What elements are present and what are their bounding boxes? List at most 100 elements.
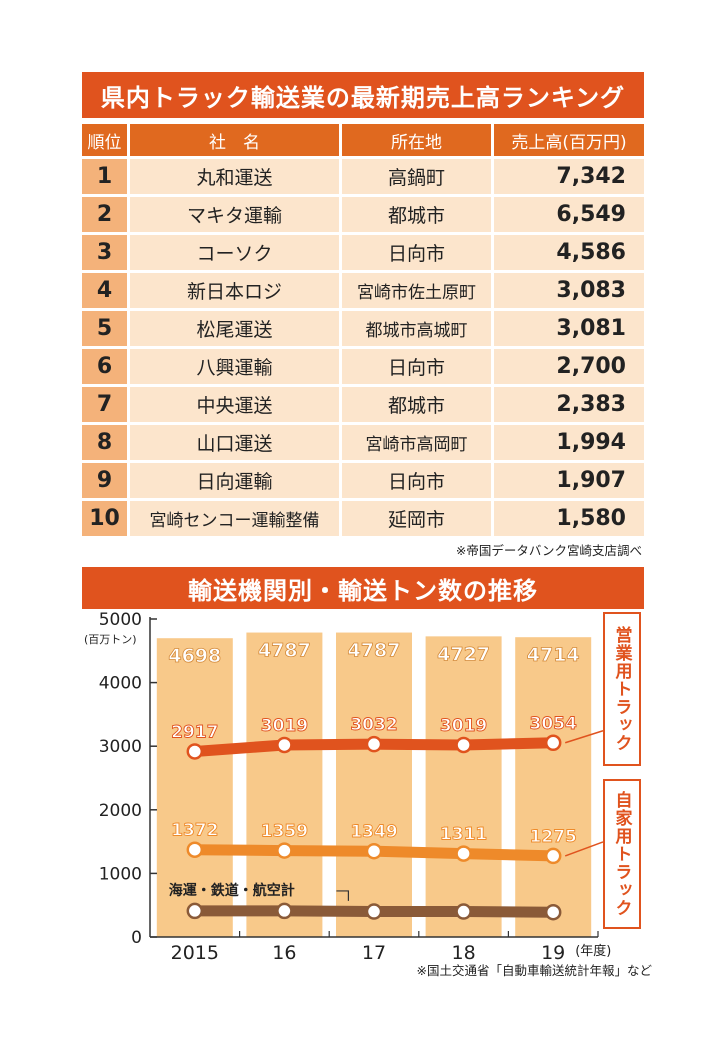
series-value-label: 3019: [261, 716, 308, 736]
x-tick-label: 16: [272, 942, 296, 964]
sales-cell: 3,081: [494, 311, 644, 346]
company-name-cell: 新日本ロジ: [130, 273, 342, 308]
x-axis-unit: (年度): [575, 943, 611, 959]
bar-total: [425, 636, 502, 937]
series-point: [276, 902, 293, 920]
ranking-row: 9 日向運輸 日向市 1,907: [82, 463, 644, 498]
series-point: [455, 845, 472, 862]
legend-commercial-truck: 営業用トラック: [603, 612, 641, 766]
ranking-header-row: 順位 社 名 所在地 売上高(百万円): [82, 124, 644, 156]
x-tick-label: 2015: [171, 942, 219, 964]
series-value-label: 3019: [440, 716, 487, 736]
rank-cell: 2: [82, 197, 130, 232]
rank-cell: 8: [82, 425, 130, 460]
series-point: [186, 902, 204, 920]
series-point: [455, 903, 472, 920]
x-tick-label: 18: [452, 942, 476, 964]
location-cell: 都城市高城町: [342, 311, 494, 346]
company-name-cell: 宮崎センコー運輸整備: [130, 501, 342, 536]
y-tick-label: 4000: [99, 674, 142, 694]
company-name-cell: コーソク: [130, 235, 342, 270]
rank-cell: 9: [82, 463, 130, 498]
ranking-row: 5 松尾運送 都城市高城町 3,081: [82, 311, 644, 346]
series-label-leader: [336, 890, 349, 901]
header-location: 所在地: [342, 124, 494, 156]
y-axis-unit: (百万トン): [84, 633, 137, 646]
bar-total-label: 4787: [258, 640, 311, 662]
ranking-title: 県内トラック輸送業の最新期売上高ランキング: [82, 72, 644, 118]
rank-cell: 3: [82, 235, 130, 270]
ranking-row: 2 マキタ運輸 都城市 6,549: [82, 197, 644, 232]
bar-total: [515, 637, 592, 937]
header-sales: 売上高(百万円): [494, 124, 644, 156]
series-value-label: 1359: [261, 822, 308, 842]
header-rank: 順位: [82, 124, 130, 156]
series-point: [365, 735, 383, 753]
location-cell: 高鍋町: [342, 159, 494, 194]
ranking-row: 10 宮崎センコー運輸整備 延岡市 1,580: [82, 501, 644, 536]
bar-total-label: 4727: [437, 643, 490, 665]
bar-total-label: 4787: [348, 640, 401, 662]
sales-cell: 1,907: [494, 463, 644, 498]
company-name-cell: 日向運輸: [130, 463, 342, 498]
ranking-row: 6 八興運輸 日向市 2,700: [82, 349, 644, 384]
sales-cell: 2,700: [494, 349, 644, 384]
series-point: [455, 736, 472, 754]
x-tick-label: 17: [362, 942, 386, 964]
rank-cell: 1: [82, 159, 130, 194]
location-cell: 日向市: [342, 235, 494, 270]
series-value-label: 3054: [530, 714, 577, 734]
y-tick-label: 5000: [99, 610, 142, 630]
company-name-cell: 山口運送: [130, 425, 342, 460]
ranking-row: 1 丸和運送 高鍋町 7,342: [82, 159, 644, 194]
legend-private-truck: 自家用トラック: [603, 779, 641, 929]
location-cell: 日向市: [342, 349, 494, 384]
series-point: [186, 743, 204, 760]
location-cell: 日向市: [342, 463, 494, 498]
location-cell: 延岡市: [342, 501, 494, 536]
sales-cell: 2,383: [494, 387, 644, 422]
y-tick-label: 1000: [99, 864, 142, 884]
series-value-label: 2917: [171, 722, 218, 742]
legend-leader-commercial: [564, 730, 604, 744]
location-cell: 都城市: [342, 197, 494, 232]
series-point: [544, 734, 562, 752]
series-point: [544, 847, 562, 865]
header-company: 社 名: [130, 124, 342, 156]
sales-cell: 4,586: [494, 235, 644, 270]
sales-cell: 6,549: [494, 197, 644, 232]
y-tick-label: 0: [131, 928, 142, 948]
series-value-label: 1311: [440, 825, 487, 845]
series-point: [186, 841, 204, 858]
ranking-row: 8 山口運送 宮崎市高岡町 1,994: [82, 425, 644, 460]
rank-cell: 7: [82, 387, 130, 422]
rank-cell: 4: [82, 273, 130, 308]
series-value-label: 1349: [350, 822, 397, 842]
series-value-label: 3032: [350, 715, 397, 735]
y-tick-label: 3000: [99, 737, 142, 757]
ranking-table: 順位 社 名 所在地 売上高(百万円) 1 丸和運送 高鍋町 7,342 2 マキタ運輸都…: [82, 121, 644, 539]
series-label-other: 海運・鉄道・航空計: [169, 882, 295, 899]
ranking-row: 7 中央運送 都城市 2,383: [82, 387, 644, 422]
bar-total: [246, 632, 323, 937]
bar-total: [156, 638, 233, 937]
rank-cell: 10: [82, 501, 130, 536]
chart-source-note: ※国土交通省「自動車輸送統計年報」など: [416, 963, 652, 978]
location-cell: 都城市: [342, 387, 494, 422]
y-tick-label: 2000: [99, 801, 142, 821]
location-cell: 宮崎市佐土原町: [342, 273, 494, 308]
series-value-label: 1275: [530, 827, 577, 847]
sales-cell: 7,342: [494, 159, 644, 194]
sales-cell: 3,083: [494, 273, 644, 308]
legend-leader-private: [564, 841, 604, 857]
series-point: [365, 842, 383, 860]
location-cell: 宮崎市高岡町: [342, 425, 494, 460]
series-point: [276, 736, 293, 754]
series-point: [276, 842, 293, 859]
company-name-cell: 中央運送: [130, 387, 342, 422]
sales-cell: 1,994: [494, 425, 644, 460]
company-name-cell: 松尾運送: [130, 311, 342, 346]
rank-cell: 5: [82, 311, 130, 346]
ranking-row: 3 コーソク 日向市 4,586: [82, 235, 644, 270]
